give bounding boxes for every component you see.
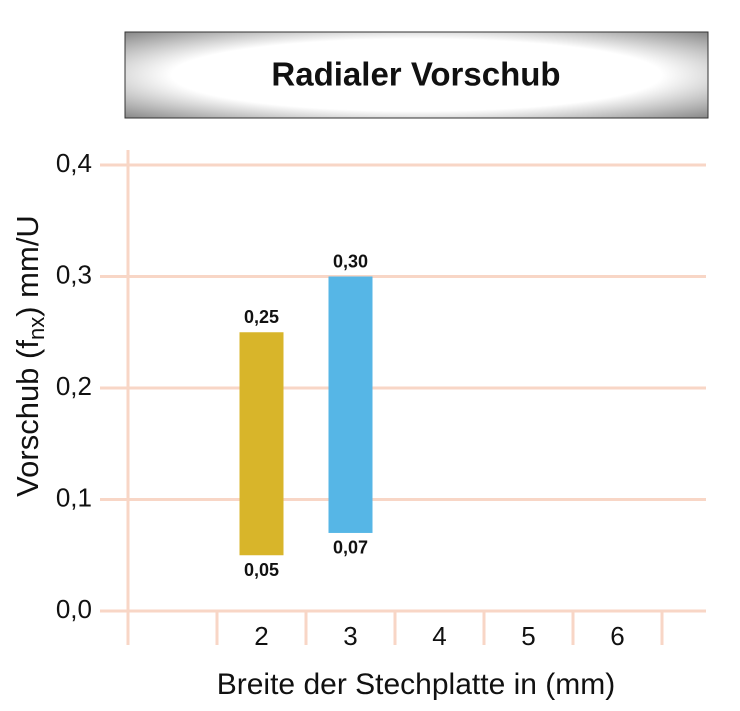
data-label: 0,05 (244, 560, 279, 580)
x-tick-label: 2 (254, 621, 268, 651)
y-tick-label: 0,3 (56, 259, 92, 289)
y-axis-title-end: ) mm/U (10, 215, 45, 317)
chart-title: Radialer Vorschub (271, 56, 560, 93)
y-tick-label: 0,2 (56, 371, 92, 401)
data-label: 0,30 (333, 251, 368, 271)
y-tick-label: 0,1 (56, 482, 92, 512)
bar (239, 332, 284, 556)
data-label: 0,07 (333, 538, 368, 558)
x-tick-label: 6 (610, 621, 624, 651)
y-axis-title-sub: nx (24, 317, 49, 340)
x-tick-label: 3 (343, 621, 357, 651)
data-label: 0,25 (244, 307, 279, 327)
bar (328, 276, 373, 533)
y-axis-title: Vorschub (fnx) mm/U (10, 215, 49, 497)
y-tick-label: 0,4 (56, 148, 92, 178)
y-axis-title-main: Vorschub (f (10, 340, 45, 497)
y-tick-label: 0,0 (56, 594, 92, 624)
x-tick-label: 4 (432, 621, 446, 651)
title-box (124, 31, 709, 119)
x-axis-title: Breite der Stechplatte in (mm) (217, 668, 615, 701)
x-tick-label: 5 (521, 621, 535, 651)
